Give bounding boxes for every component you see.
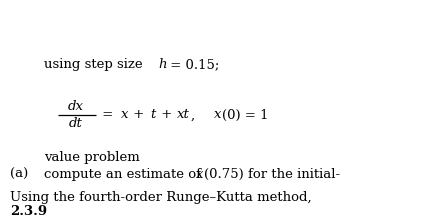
Text: compute an estimate of: compute an estimate of — [44, 168, 205, 181]
Text: t: t — [150, 109, 155, 121]
Text: (a): (a) — [10, 168, 28, 181]
Text: +: + — [157, 109, 177, 121]
Text: h: h — [158, 58, 167, 71]
Text: =: = — [98, 109, 118, 121]
Text: (0.75) for the initial-: (0.75) for the initial- — [204, 168, 340, 181]
Text: ,: , — [191, 109, 208, 121]
Text: x: x — [121, 109, 128, 121]
Text: Using the fourth-order Runge–Kutta method,: Using the fourth-order Runge–Kutta metho… — [10, 191, 312, 204]
Text: dt: dt — [69, 117, 83, 130]
Text: dx: dx — [68, 100, 84, 113]
Text: (0) = 1: (0) = 1 — [222, 109, 269, 121]
Text: x: x — [214, 109, 221, 121]
Text: 2.3.9: 2.3.9 — [10, 205, 47, 218]
Text: using step size: using step size — [44, 58, 147, 71]
Text: value problem: value problem — [44, 151, 140, 164]
Text: = 0.15;: = 0.15; — [166, 58, 219, 71]
Text: xt: xt — [177, 109, 190, 121]
Text: x: x — [196, 168, 204, 181]
Text: +: + — [129, 109, 148, 121]
